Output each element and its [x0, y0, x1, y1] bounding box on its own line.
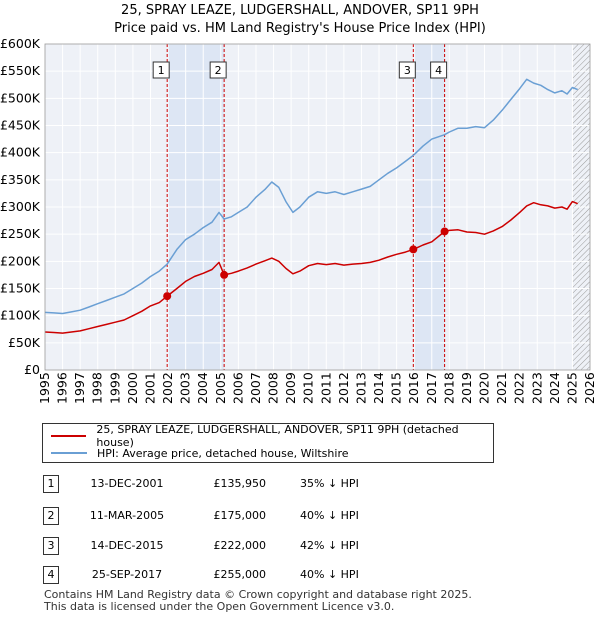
transaction-hpi-diff: 42% ↓ HPI [300, 539, 359, 552]
sale-marker-label: 1 [158, 64, 165, 77]
x-tick-label: 2004 [195, 372, 210, 404]
sale-marker-box [152, 61, 170, 79]
x-tick-label: 2007 [248, 372, 263, 404]
series-line [44, 78, 578, 315]
sale-marker-box [209, 61, 227, 79]
transaction-price: £255,000 [213, 568, 267, 581]
x-tick-label: 2000 [125, 372, 140, 404]
transaction-number: 4 [43, 566, 59, 584]
legend-item-hpi: HPI: Average price, detached house, Wilt… [51, 445, 349, 461]
transaction-price: £222,000 [213, 539, 267, 552]
transaction-number: 1 [43, 475, 59, 493]
footer-licence: This data is licensed under the Open Gov… [44, 600, 395, 613]
transaction-number: 3 [43, 537, 59, 555]
table-row: 4 25-SEP-2017 £255,000 40% ↓ HPI [0, 566, 600, 588]
x-tick-label: 1997 [72, 372, 87, 404]
y-tick-label: £550K [0, 63, 41, 78]
sale-marker-label: 4 [435, 64, 442, 77]
y-tick-label: £450K [0, 118, 41, 133]
x-tick-label: 2020 [477, 372, 492, 404]
sale-point [163, 292, 172, 301]
x-tick-label: 2008 [266, 372, 281, 404]
transaction-date: 14-DEC-2015 [90, 539, 164, 552]
y-tick-label: £300K [0, 199, 41, 214]
transaction-price: £175,000 [213, 509, 267, 522]
transaction-date: 25-SEP-2017 [91, 568, 163, 581]
x-tick-label: 2021 [494, 372, 509, 404]
x-tick-label: 2019 [459, 372, 474, 404]
x-tick-label: 2018 [441, 372, 456, 404]
footer: Contains HM Land Registry data © Crown c… [44, 589, 472, 613]
chart-title: 25, SPRAY LEAZE, LUDGERSHALL, ANDOVER, S… [121, 3, 479, 18]
table-row: 2 11-MAR-2005 £175,000 40% ↓ HPI [0, 507, 600, 529]
x-tick-label: 2022 [512, 372, 527, 404]
sale-point [220, 270, 229, 279]
x-tick-label: 2017 [424, 372, 439, 404]
table-row: 3 14-DEC-2015 £222,000 42% ↓ HPI [0, 537, 600, 559]
x-tick-label: 1996 [55, 372, 70, 404]
transaction-hpi-diff: 40% ↓ HPI [300, 568, 359, 581]
x-tick-label: 1995 [37, 372, 52, 404]
sale-point [440, 227, 449, 236]
legend: 25, SPRAY LEAZE, LUDGERSHALL, ANDOVER, S… [42, 423, 494, 463]
x-tick-label: 2011 [318, 372, 333, 404]
transaction-hpi-diff: 40% ↓ HPI [300, 509, 359, 522]
price-chart: 25, SPRAY LEAZE, LUDGERSHALL, ANDOVER, S… [0, 3, 597, 404]
y-tick-label: £500K [0, 90, 41, 105]
transaction-hpi-diff: 35% ↓ HPI [300, 477, 359, 490]
y-tick-label: £0 [24, 362, 40, 377]
series-line [44, 200, 578, 334]
table-row: 1 13-DEC-2001 £135,950 35% ↓ HPI [0, 475, 600, 497]
legend-label-property: 25, SPRAY LEAZE, LUDGERSHALL, ANDOVER, S… [96, 423, 459, 449]
x-tick-label: 1998 [90, 372, 105, 404]
sale-marker-box [398, 61, 416, 79]
plot-frame [44, 43, 591, 371]
x-tick-label: 1999 [107, 372, 122, 404]
x-tick-label: 2024 [547, 372, 562, 404]
x-tick-label: 2013 [353, 372, 368, 404]
footer-copyright: Contains HM Land Registry data © Crown c… [44, 588, 472, 601]
y-tick-label: £200K [0, 253, 41, 268]
y-tick-label: £50K [8, 335, 41, 350]
sale-marker-label: 3 [404, 64, 411, 77]
x-tick-label: 2014 [371, 372, 386, 404]
x-tick-label: 2009 [283, 372, 298, 404]
x-tick-label: 2015 [389, 372, 404, 404]
x-tick-label: 2002 [160, 372, 175, 404]
y-tick-label: £400K [0, 145, 41, 160]
x-tick-label: 2025 [564, 372, 579, 404]
y-tick-label: £600K [0, 36, 41, 51]
x-tick-label: 2026 [582, 372, 597, 404]
sale-marker-box [430, 61, 448, 79]
transaction-number: 2 [43, 507, 59, 525]
transaction-date: 11-MAR-2005 [89, 509, 165, 522]
transaction-date: 13-DEC-2001 [90, 477, 164, 490]
sale-marker-label: 2 [215, 64, 222, 77]
x-tick-label: 2001 [142, 372, 157, 404]
legend-label-hpi: HPI: Average price, detached house, Wilt… [97, 446, 349, 460]
y-tick-label: £150K [0, 281, 41, 296]
x-tick-label: 2016 [406, 372, 421, 404]
x-tick-label: 2023 [529, 372, 544, 404]
y-tick-label: £350K [0, 172, 41, 187]
chart-subtitle: Price paid vs. HM Land Registry's House … [114, 21, 486, 36]
legend-item-property: 25, SPRAY LEAZE, LUDGERSHALL, ANDOVER, S… [51, 423, 493, 449]
x-tick-label: 2006 [230, 372, 245, 404]
hpi-line-swatch [51, 452, 87, 454]
x-tick-label: 2003 [178, 372, 193, 404]
sale-point [409, 245, 418, 254]
transaction-price: £135,950 [213, 477, 267, 490]
x-tick-label: 2010 [301, 372, 316, 404]
y-tick-label: £250K [0, 226, 41, 241]
property-line-swatch [51, 435, 87, 437]
x-tick-label: 2012 [336, 372, 351, 404]
y-tick-label: £100K [0, 308, 41, 323]
x-tick-label: 2005 [213, 372, 228, 404]
